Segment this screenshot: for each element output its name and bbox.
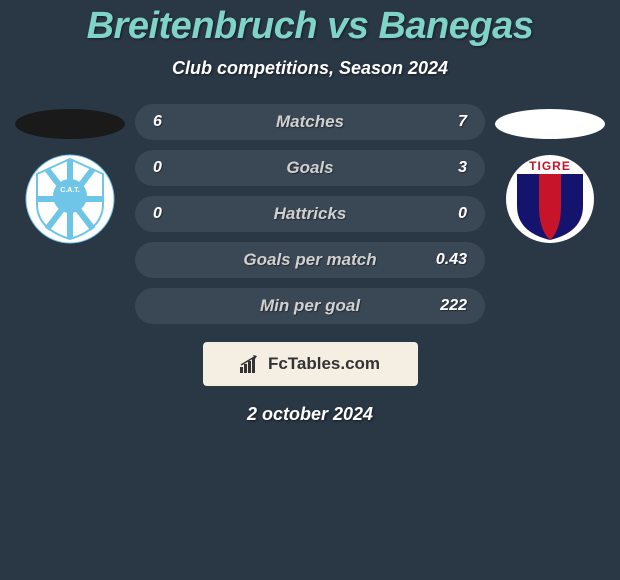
page-subtitle: Club competitions, Season 2024 bbox=[0, 58, 620, 79]
stat-label: Goals bbox=[286, 158, 333, 178]
svg-text:TIGRE: TIGRE bbox=[529, 159, 571, 173]
stat-right-value: 0.43 bbox=[436, 251, 467, 269]
stat-row-gpm: Goals per match 0.43 bbox=[135, 242, 485, 278]
left-team-ellipse bbox=[15, 109, 125, 139]
left-team-badge-svg: C.A.T. bbox=[25, 154, 115, 244]
branding-text: FcTables.com bbox=[268, 354, 380, 374]
stat-row-goals: 0 Goals 3 bbox=[135, 150, 485, 186]
stat-right-value: 7 bbox=[458, 113, 467, 131]
stat-right-value: 3 bbox=[458, 159, 467, 177]
stat-left-value: 6 bbox=[153, 113, 162, 131]
stat-label: Min per goal bbox=[260, 296, 360, 316]
branding-badge: FcTables.com bbox=[203, 342, 418, 386]
branding-chart-icon bbox=[240, 355, 262, 373]
left-team-column: C.A.T. bbox=[10, 104, 130, 244]
stat-row-hattricks: 0 Hattricks 0 bbox=[135, 196, 485, 232]
stat-label: Goals per match bbox=[243, 250, 376, 270]
stat-row-mpg: Min per goal 222 bbox=[135, 288, 485, 324]
right-team-column: TIGRE bbox=[490, 104, 610, 244]
stat-left-value: 0 bbox=[153, 159, 162, 177]
page-title: Breitenbruch vs Banegas bbox=[0, 5, 620, 48]
stat-right-value: 222 bbox=[440, 297, 467, 315]
right-team-ellipse bbox=[495, 109, 605, 139]
stat-left-value: 0 bbox=[153, 205, 162, 223]
comparison-area: C.A.T. 6 Matches 7 0 Goals 3 0 Hattricks… bbox=[0, 104, 620, 425]
right-team-badge: TIGRE bbox=[505, 154, 595, 244]
svg-text:C.A.T.: C.A.T. bbox=[60, 187, 80, 194]
footer-date: 2 october 2024 bbox=[135, 404, 485, 425]
right-team-badge-svg: TIGRE bbox=[505, 154, 595, 244]
left-team-badge: C.A.T. bbox=[25, 154, 115, 244]
stat-label: Matches bbox=[276, 112, 344, 132]
stat-label: Hattricks bbox=[274, 204, 347, 224]
stats-column: 6 Matches 7 0 Goals 3 0 Hattricks 0 Goal… bbox=[130, 104, 490, 425]
stat-right-value: 0 bbox=[458, 205, 467, 223]
stat-row-matches: 6 Matches 7 bbox=[135, 104, 485, 140]
page-container: Breitenbruch vs Banegas Club competition… bbox=[0, 0, 620, 425]
